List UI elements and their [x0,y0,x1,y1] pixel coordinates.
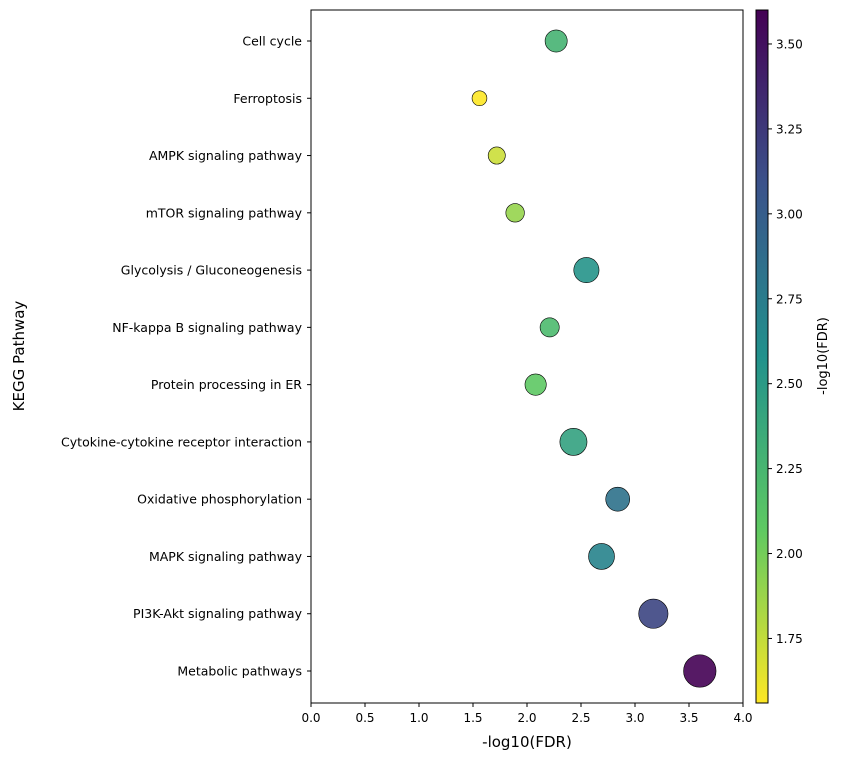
data-point [471,90,488,107]
y-tick-label: Cell cycle [242,34,302,49]
x-tick-label: 1.0 [409,711,428,725]
x-tick-label: 3.0 [625,711,644,725]
data-point [588,543,615,570]
x-tick-label: 0.5 [355,711,374,725]
y-tick-label: NF-kappa B signaling pathway [112,320,302,335]
data-point [638,598,669,629]
y-tick-label: Metabolic pathways [177,664,302,679]
colorbar-tick-label: 3.50 [776,37,803,51]
x-axis-label: -log10(FDR) [482,733,572,751]
data-point [559,428,588,456]
y-tick-label: Protein processing in ER [151,377,302,392]
y-tick-label: PI3K-Akt signaling pathway [133,606,303,621]
y-tick-label: Oxidative phosphorylation [137,492,302,507]
y-tick-label: mTOR signaling pathway [146,205,303,220]
colorbar-tick-label: 2.00 [776,547,803,561]
data-point [505,203,525,223]
y-tick-label: AMPK signaling pathway [149,148,303,163]
plot-frame [310,9,744,704]
y-tick-label: Glycolysis / Gluconeogenesis [121,263,302,278]
colorbar-tick-label: 1.75 [776,632,803,646]
data-point [573,257,600,284]
colorbar-tick-label: 2.25 [776,462,803,476]
x-tick-label: 1.5 [463,711,482,725]
colorbar-tick-label: 2.50 [776,377,803,391]
colorbar-label: -log10(FDR) [816,317,831,395]
y-tick-label: MAPK signaling pathway [149,549,303,564]
x-tick-label: 2.5 [571,711,590,725]
data-point [539,317,560,338]
x-tick-label: 4.0 [733,711,752,725]
x-tick-label: 0.0 [301,711,320,725]
y-tick-label: Ferroptosis [233,91,302,106]
colorbar-tick-label: 2.75 [776,292,803,306]
data-point [524,373,547,396]
x-tick-label: 3.5 [679,711,698,725]
data-point [605,486,631,512]
y-axis-label: KEGG Pathway [10,301,28,412]
data-point [544,29,568,53]
x-tick-label: 2.0 [517,711,536,725]
y-tick-label: Cytokine-cytokine receptor interaction [61,434,302,449]
data-point [683,654,717,688]
colorbar-tick-label: 3.00 [776,207,803,221]
data-point [487,146,506,165]
colorbar-tick-label: 3.25 [776,122,803,136]
colorbar [755,9,769,704]
